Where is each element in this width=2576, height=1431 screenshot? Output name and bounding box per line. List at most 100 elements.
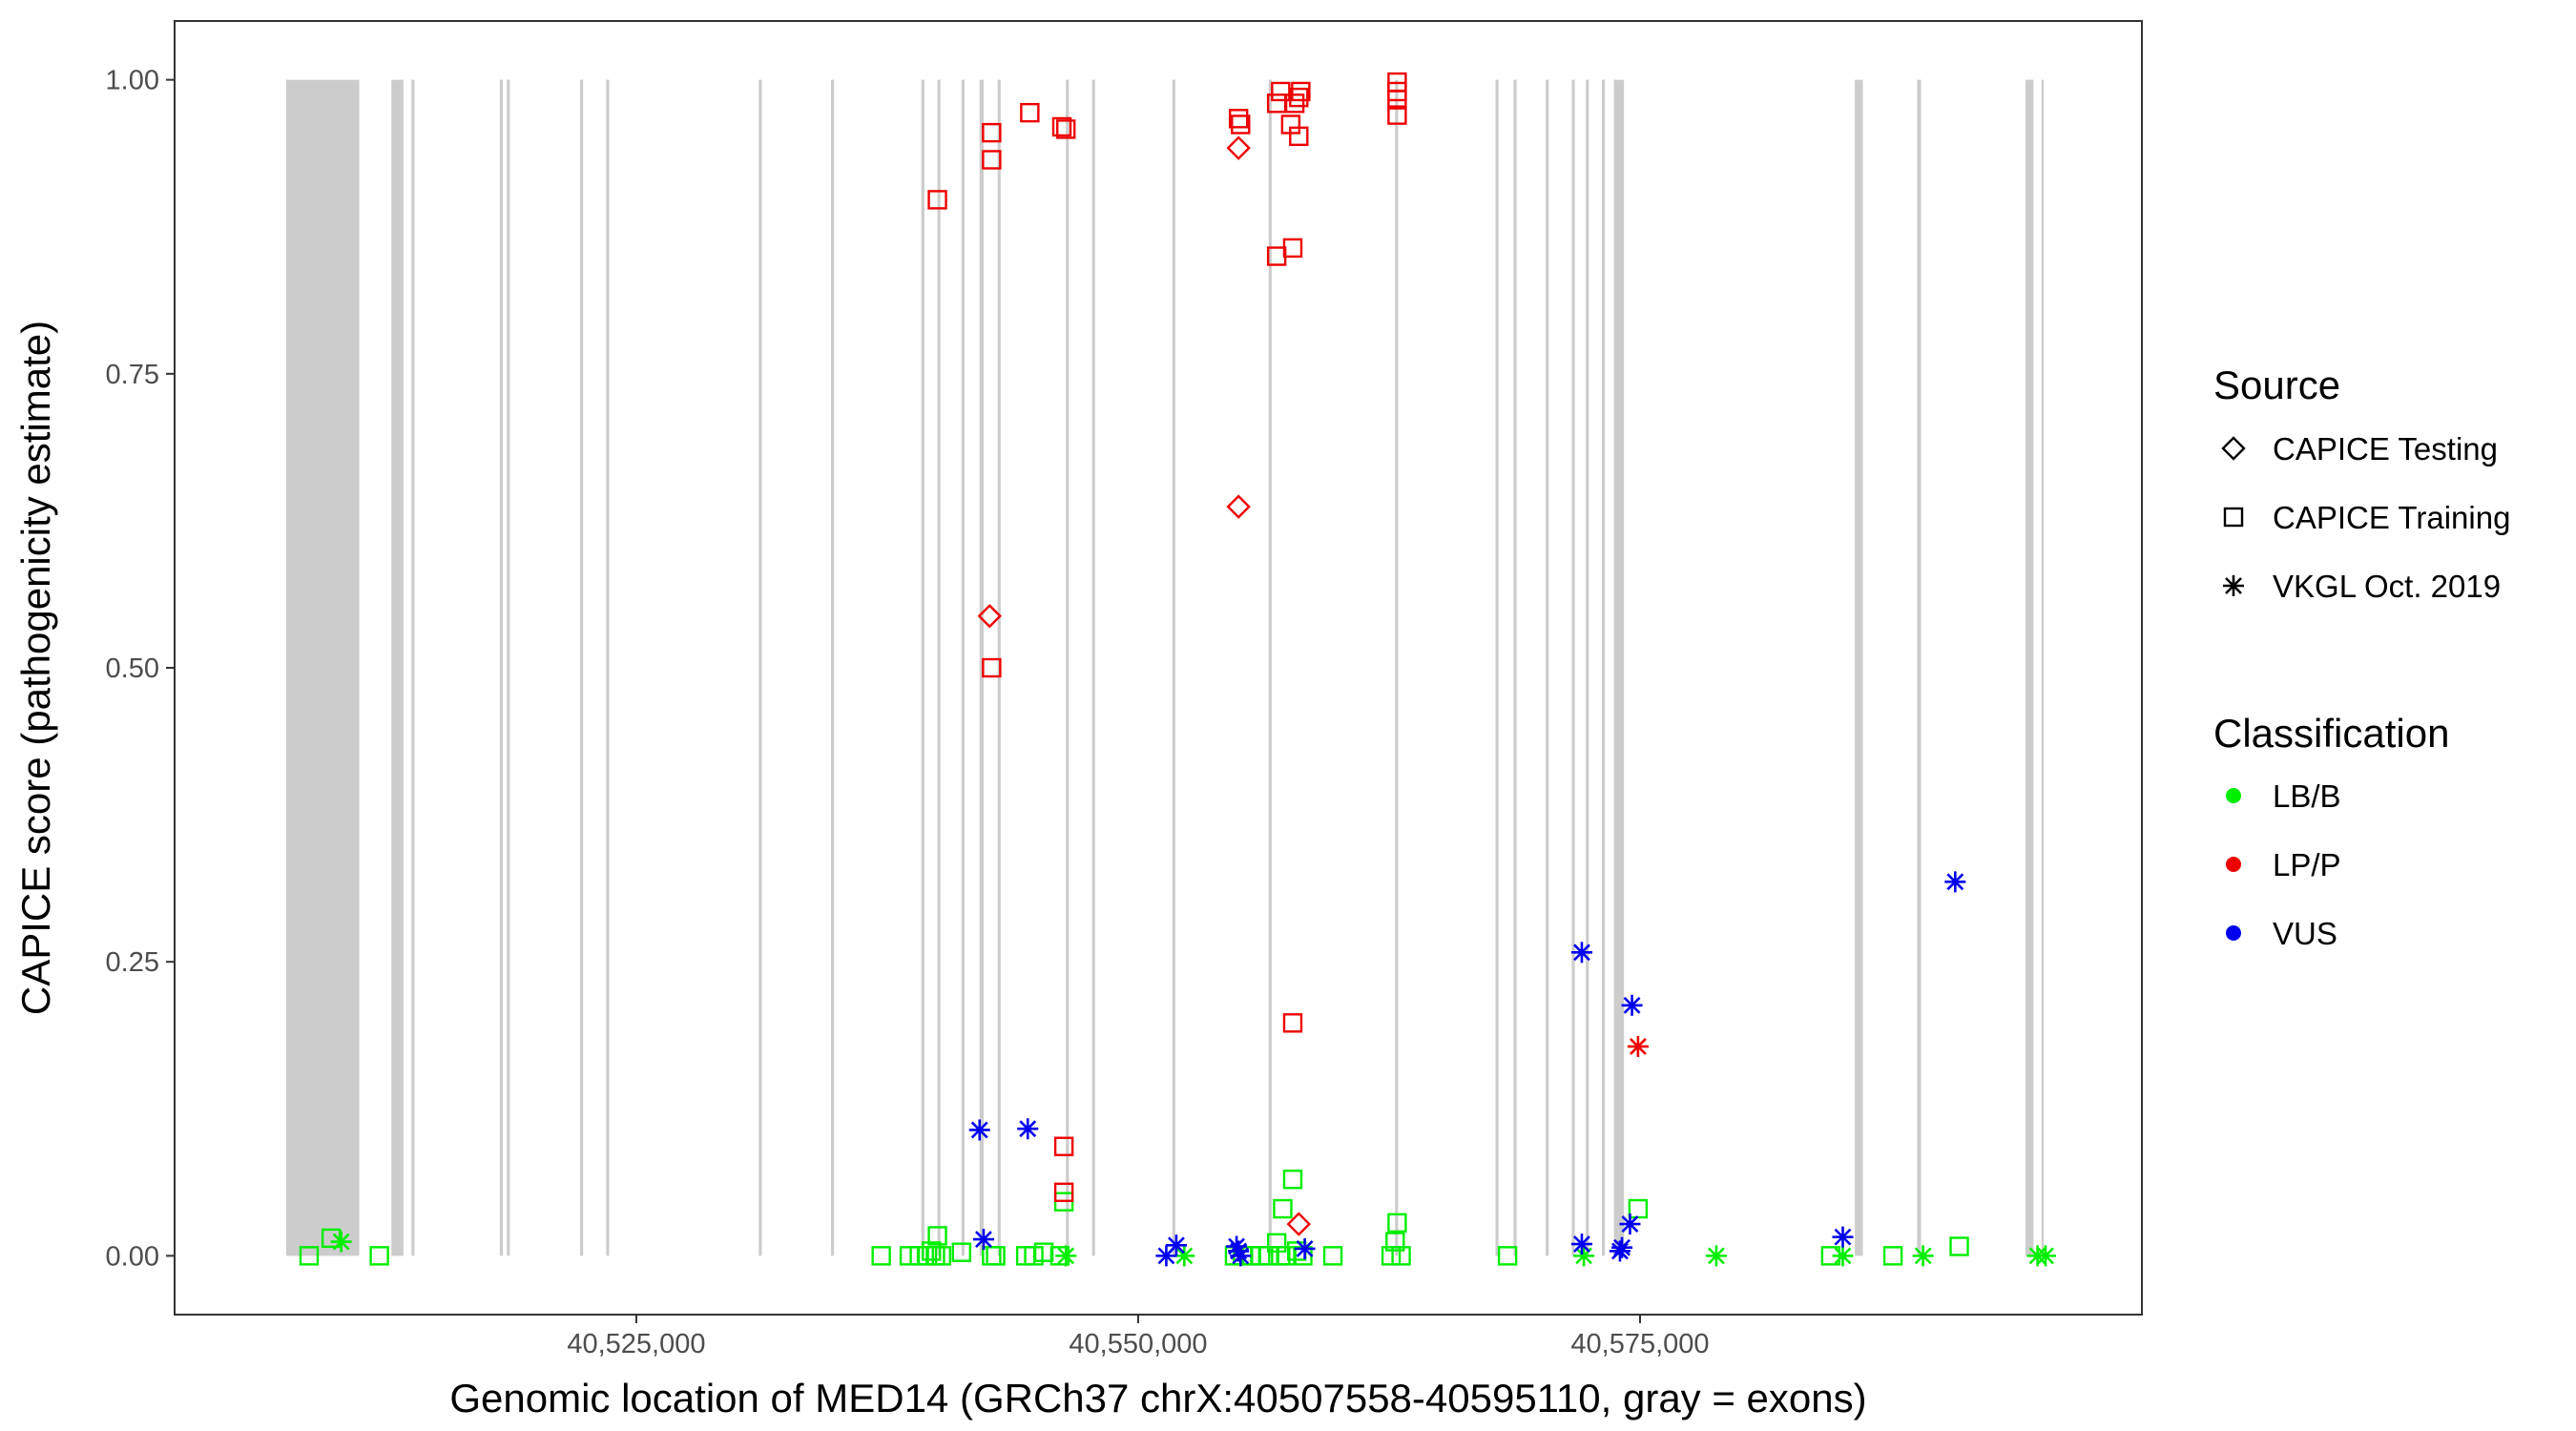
- data-point: [922, 1241, 942, 1261]
- data-point: [1832, 1226, 1854, 1248]
- legend-source-key: [2221, 436, 2246, 461]
- exon-band: [1066, 79, 1070, 1256]
- data-point: [1228, 1240, 1250, 1262]
- legend-classification-label: VUS: [2273, 916, 2337, 951]
- data-point: [299, 1246, 320, 1266]
- data-point: [951, 1242, 971, 1262]
- data-points: [299, 72, 2057, 1267]
- exon-band: [1613, 79, 1625, 1256]
- data-point: [1266, 1233, 1287, 1254]
- legend: Source CAPICE Testing CAPICE Training VKGL…: [2213, 363, 2510, 951]
- data-point: [1024, 1246, 1044, 1266]
- data-point: [1020, 102, 1040, 123]
- data-point: [321, 1228, 342, 1249]
- data-point: [982, 150, 1002, 170]
- data-point: [1882, 1246, 1903, 1266]
- y-tick-label: 0.50: [106, 653, 159, 684]
- exon-band: [979, 79, 984, 1256]
- data-point: [1017, 1118, 1039, 1140]
- data-point: [1155, 1245, 1177, 1267]
- exon-band: [1268, 79, 1272, 1256]
- y-tick-label: 0.25: [106, 947, 159, 978]
- exon-band: [2041, 79, 2045, 1256]
- data-point: [1832, 1245, 1854, 1267]
- data-point: [1282, 1170, 1303, 1190]
- exon-band: [1586, 79, 1589, 1256]
- exon-bands: [285, 79, 2045, 1256]
- legend-source-key: [2223, 507, 2244, 528]
- data-point: [1387, 1213, 1407, 1234]
- exon-band: [507, 79, 510, 1256]
- legend-classification-label: LP/P: [2273, 847, 2341, 882]
- legend-source-title: Source: [2213, 363, 2340, 407]
- data-point: [1497, 1246, 1518, 1266]
- data-point: [1226, 135, 1251, 160]
- data-point: [1609, 1240, 1631, 1262]
- exon-band: [580, 79, 584, 1256]
- data-point: [1387, 90, 1407, 110]
- exon-band: [1917, 79, 1922, 1256]
- data-point: [2035, 1245, 2057, 1267]
- data-point: [927, 1226, 947, 1246]
- legend-source-entry: CAPICE Testing: [2221, 431, 2498, 467]
- legend-source-label: CAPICE Testing: [2273, 431, 2498, 467]
- data-point: [1286, 1212, 1311, 1236]
- data-point: [1619, 1213, 1641, 1235]
- data-point: [871, 1246, 891, 1266]
- y-tick-label: 1.00: [106, 66, 159, 96]
- data-point: [1226, 494, 1251, 519]
- legend-source-label: VKGL Oct. 2019: [2273, 569, 2501, 604]
- legend-source-entry: VKGL Oct. 2019: [2223, 569, 2501, 604]
- exon-band: [921, 79, 924, 1256]
- data-point: [986, 1246, 1006, 1266]
- data-point: [972, 1229, 994, 1251]
- exon-band: [961, 79, 965, 1256]
- data-point: [1055, 1245, 1077, 1267]
- data-point: [1056, 119, 1076, 139]
- y-tick-label: 0.00: [106, 1241, 159, 1272]
- data-point: [1289, 87, 1309, 108]
- data-point: [1291, 81, 1311, 102]
- exon-band: [1602, 79, 1606, 1256]
- legend-classification-entry: VUS: [2226, 916, 2337, 951]
- exon-band: [758, 79, 762, 1256]
- data-point: [1284, 93, 1305, 114]
- data-point: [1174, 1245, 1195, 1267]
- legend-classification-key: [2226, 857, 2241, 872]
- data-point: [1621, 994, 1643, 1016]
- data-point: [1294, 1237, 1316, 1259]
- data-point: [1322, 1246, 1343, 1266]
- exon-band: [285, 79, 360, 1256]
- data-point: [1231, 114, 1251, 135]
- exon-band: [937, 79, 941, 1256]
- data-point: [1051, 116, 1072, 137]
- data-point: [982, 122, 1002, 143]
- y-axis: 0.00 0.25 0.50 0.75 1.00: [106, 66, 175, 1272]
- data-point: [1570, 1234, 1592, 1255]
- data-point: [977, 604, 1002, 629]
- exon-band: [1091, 79, 1095, 1256]
- x-tick-label: 40,525,000: [567, 1329, 705, 1359]
- data-point: [1705, 1245, 1727, 1267]
- data-point: [927, 190, 947, 210]
- data-point: [1570, 942, 1592, 964]
- data-point: [1165, 1234, 1187, 1256]
- data-point: [1912, 1245, 1934, 1267]
- data-point: [1282, 1013, 1303, 1033]
- legend-source-label: CAPICE Training: [2273, 500, 2510, 535]
- data-point: [1273, 1198, 1293, 1219]
- y-axis-title: CAPICE score (pathogenicity estimate): [13, 321, 58, 1015]
- data-point: [1228, 109, 1249, 129]
- legend-source-entries: CAPICE Testing CAPICE Training VKGL Oct. 2…: [2221, 431, 2510, 604]
- legend-classification-key: [2226, 925, 2241, 941]
- data-point: [1944, 871, 1966, 893]
- legend-classification-title: Classification: [2213, 711, 2449, 756]
- data-point: [931, 1246, 951, 1266]
- x-axis: 40,525,000 40,550,000 40,575,000: [567, 1315, 1710, 1359]
- exon-band: [1495, 79, 1499, 1256]
- legend-classification-key: [2226, 788, 2241, 803]
- data-point: [1289, 126, 1309, 147]
- exon-band: [1513, 79, 1517, 1256]
- data-point: [330, 1231, 352, 1253]
- data-point: [1387, 105, 1407, 125]
